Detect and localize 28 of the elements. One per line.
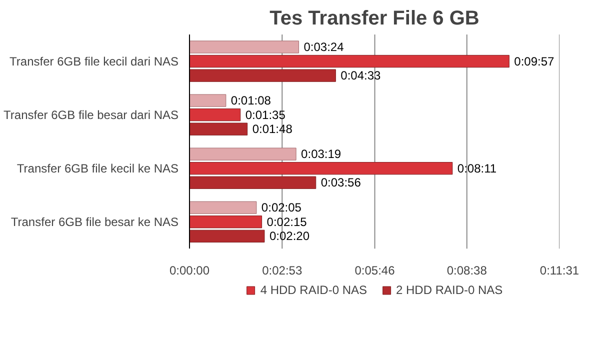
legend-label: 2 HDD RAID-0 NAS [396, 283, 503, 297]
x-tick-label: 0:02:53 [262, 264, 302, 278]
data-label: 0:04:33 [340, 68, 382, 83]
data-label: 0:08:11 [457, 161, 497, 176]
x-tick-label: 0:05:46 [354, 264, 396, 278]
data-label: 0:01:48 [252, 122, 293, 136]
y-tick-label: Transfer 6GB file kecil dari NAS [10, 54, 179, 68]
data-label: 0:01:08 [230, 94, 272, 108]
x-tick-label: 0:11:31 [540, 264, 580, 278]
chart-title: Tes Transfer File 6 GB [270, 8, 480, 30]
bar [190, 40, 299, 54]
bar [190, 201, 257, 214]
data-label: 0:03:56 [320, 176, 362, 190]
y-tick-label: Transfer 6GB file kecil ke NAS [16, 161, 178, 176]
x-tick-label: 0:08:38 [446, 264, 488, 278]
data-label: 0:09:57 [514, 54, 555, 68]
data-label: 0:02:05 [261, 200, 302, 215]
data-label: 0:01:35 [245, 108, 286, 122]
x-tick-label: 0:00:00 [169, 264, 210, 278]
data-label: 0:03:24 [304, 40, 344, 54]
bar [190, 148, 296, 160]
data-label: 0:02:15 [266, 214, 308, 229]
y-tick-label: Transfer 6GB file besar ke NAS [10, 214, 179, 229]
data-label: 0:02:20 [269, 229, 310, 244]
data-label: 0:03:19 [301, 147, 342, 162]
legend-label: 4 HDD RAID-0 NAS [260, 283, 367, 297]
y-tick-label: Transfer 6GB file besar dari NAS [4, 108, 179, 122]
bar [190, 94, 226, 107]
